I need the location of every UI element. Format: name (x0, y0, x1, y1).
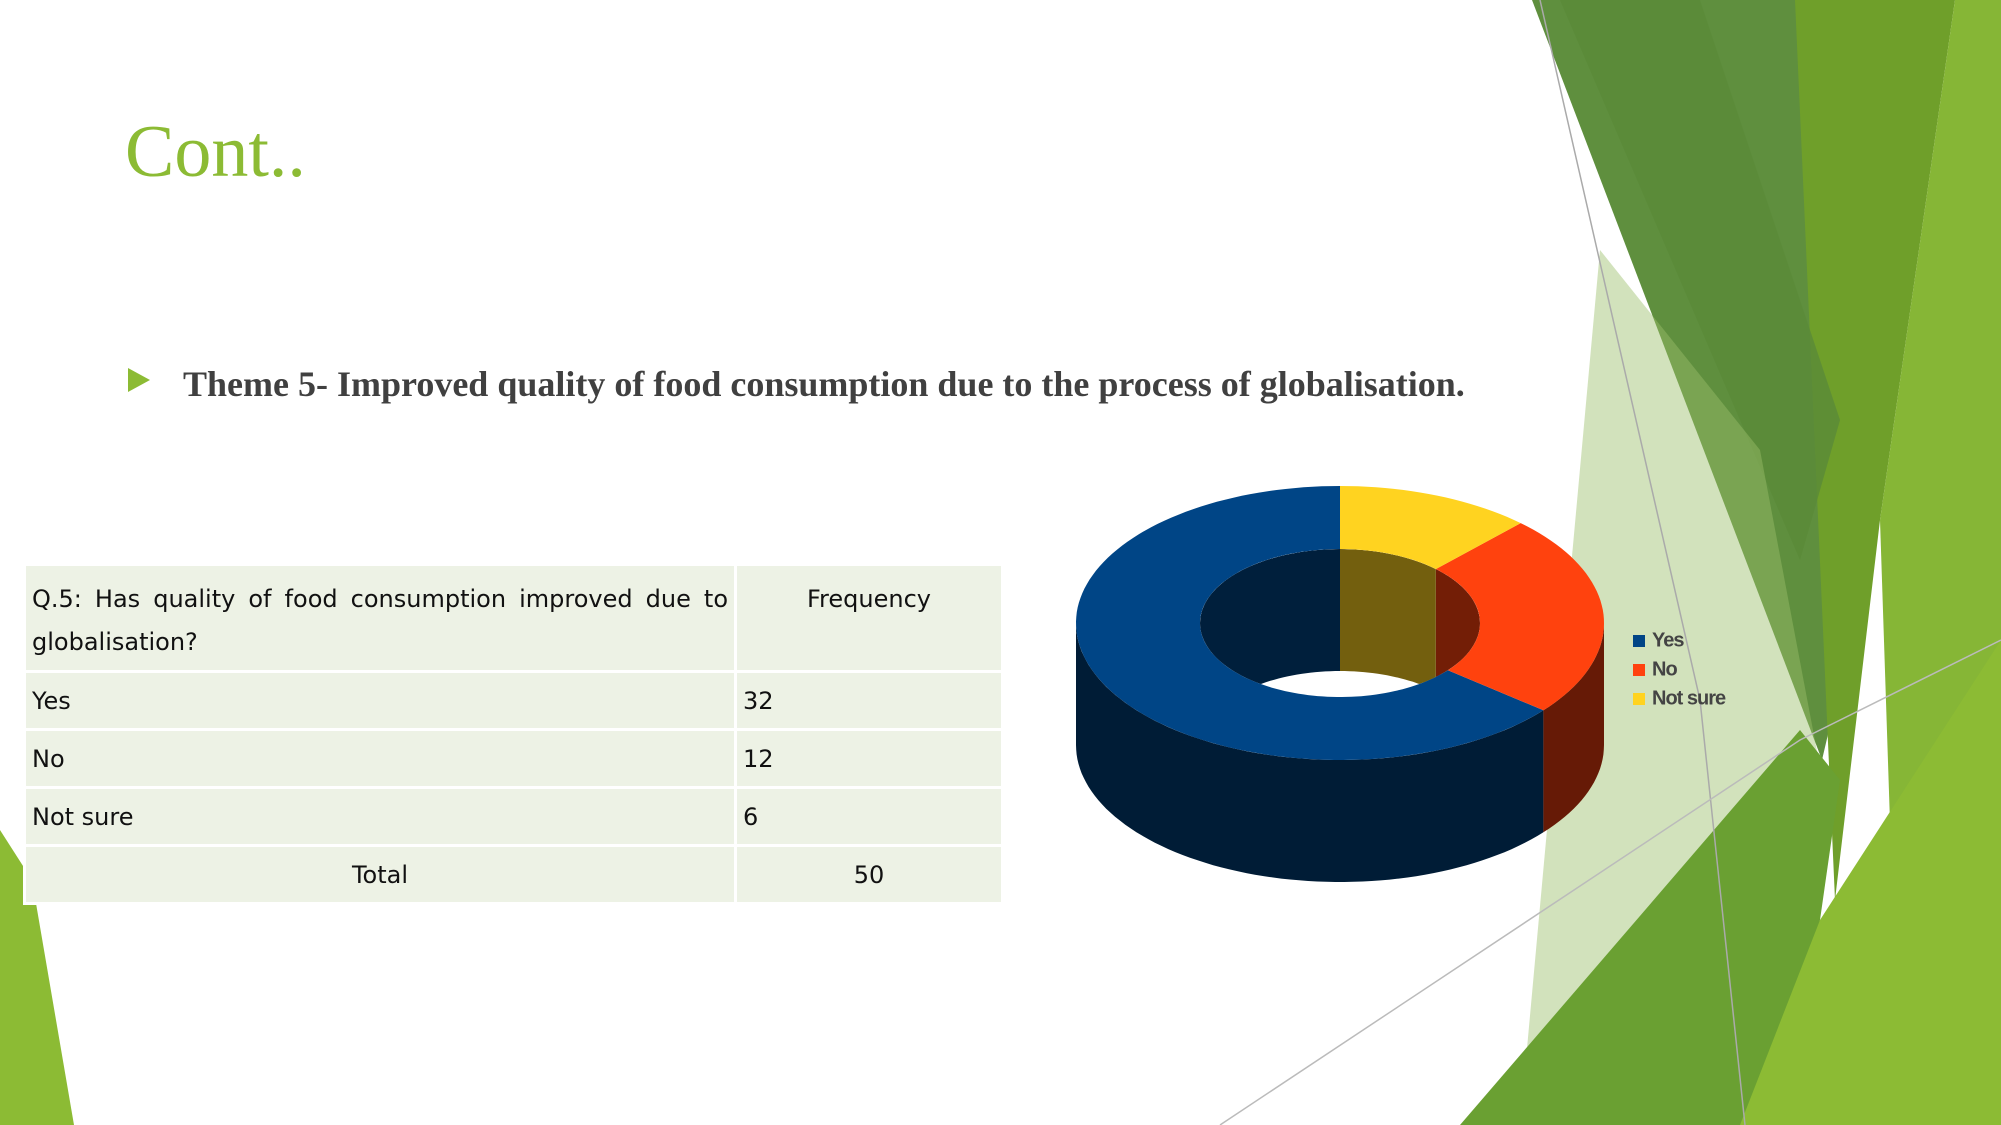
outer-wall (1543, 623, 1604, 833)
shape (1532, 0, 1878, 760)
table-row: Not sure 6 (23, 786, 1004, 847)
table-header: Q.5: Has quality of food consumption imp… (23, 563, 1004, 673)
donut-slice (1435, 523, 1604, 711)
donut-slice (1340, 486, 1521, 570)
shape (1460, 730, 1840, 1125)
cell: No (23, 728, 737, 789)
table-row: Yes 32 (23, 670, 1004, 731)
cell: 32 (734, 670, 1004, 731)
shape (1795, 0, 1955, 900)
legend-swatch (1633, 664, 1645, 676)
thin-line (1219, 639, 2001, 1125)
bullet-text: Theme 5- Improved quality of food consum… (183, 364, 1465, 404)
legend-swatch (1633, 635, 1645, 647)
legend-swatch (1633, 693, 1645, 705)
cell: 6 (734, 786, 1004, 847)
legend-label: Yes (1652, 629, 1684, 651)
cell: 12 (734, 728, 1004, 789)
donut-slice (1076, 486, 1544, 760)
shape (1560, 0, 1840, 560)
inner-wall (1340, 549, 1436, 692)
legend-label: Not sure (1652, 687, 1726, 709)
header-cell: Frequency (734, 563, 1004, 673)
header-cell: Q.5: Has quality of food consumption imp… (23, 563, 737, 673)
bullet-marker (128, 368, 150, 392)
table-row: Total 50 (23, 844, 1004, 905)
outer-wall (1076, 623, 1544, 882)
cell: Not sure (23, 786, 737, 847)
donut-chart: Yes No Not sure (1076, 486, 1727, 882)
slide-title: Cont.. (125, 111, 306, 193)
left-shape (0, 830, 74, 1125)
shape (1740, 640, 2001, 1125)
inner-wall (1435, 569, 1480, 697)
cell: Yes (23, 670, 737, 731)
cell: 50 (734, 844, 1004, 905)
thin-line (1539, 0, 1746, 1125)
frequency-table: Q.5: Has quality of food consumption imp… (23, 563, 1004, 905)
table-row: No 12 (23, 728, 1004, 789)
legend-label: No (1652, 658, 1677, 680)
cell: Total (23, 844, 737, 905)
